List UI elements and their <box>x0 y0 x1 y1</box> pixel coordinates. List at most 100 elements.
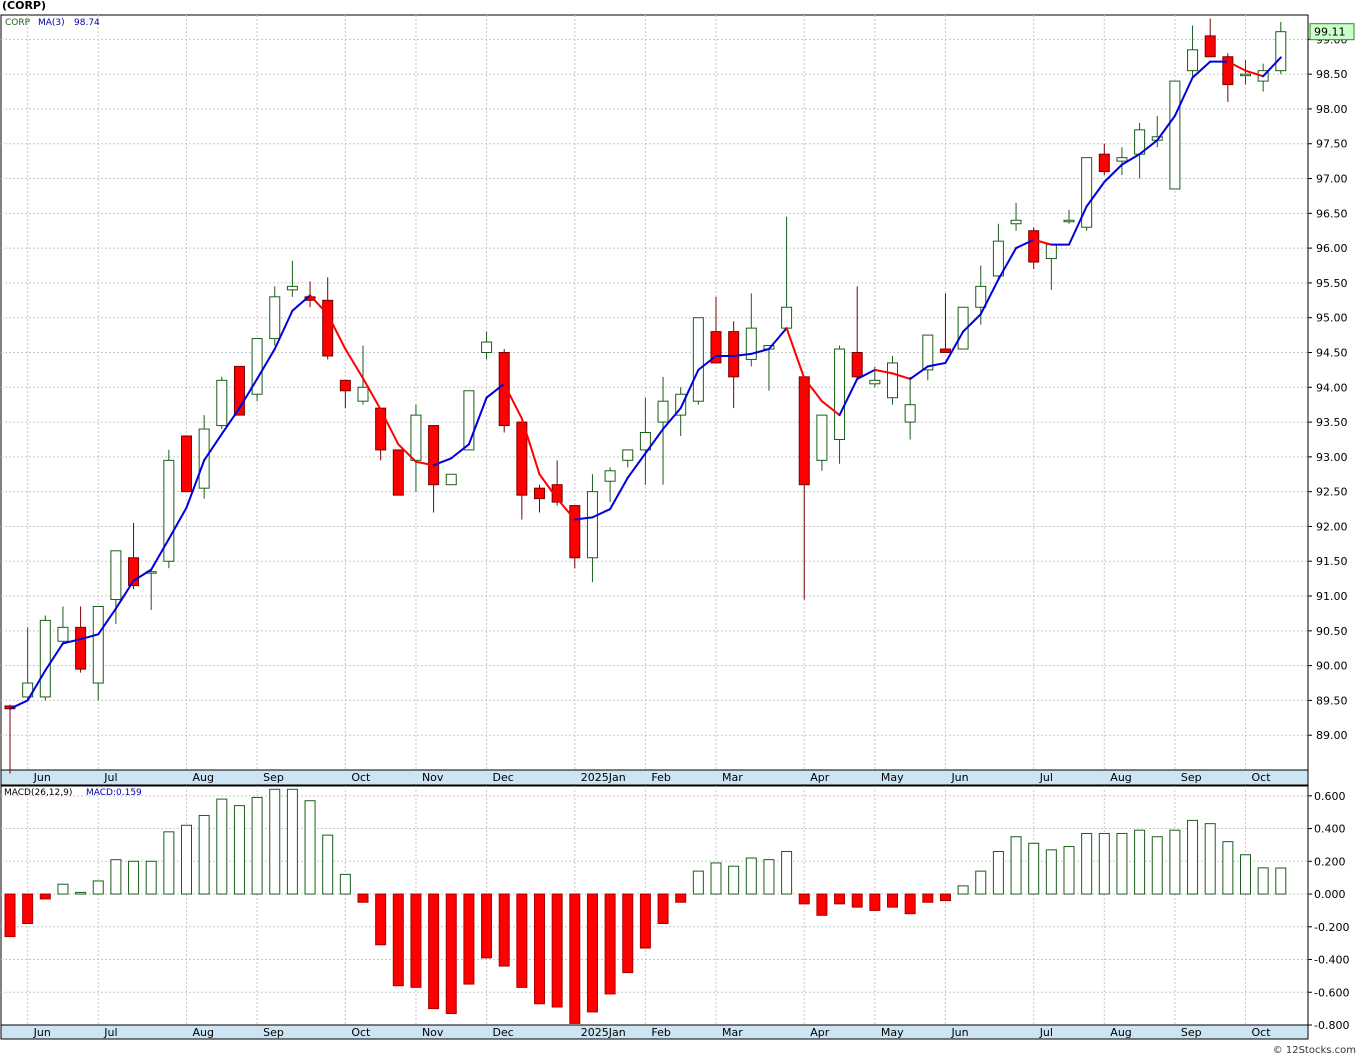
macd-tick-label: 0.000 <box>1314 888 1346 901</box>
macd-bar <box>75 891 87 895</box>
ma3-segment <box>785 327 806 380</box>
ma3-segment <box>856 368 876 380</box>
legend-ma-label: MA(3) <box>38 18 65 28</box>
macd-bar <box>657 893 669 925</box>
candle-body <box>816 414 828 461</box>
candle-body <box>904 404 916 423</box>
macd-bar <box>816 893 828 916</box>
price-tick-label: 92.50 <box>1316 486 1348 499</box>
candle-body <box>269 296 281 340</box>
candle-body <box>1116 157 1128 162</box>
candle-body <box>233 365 245 416</box>
ma3-segment <box>1173 76 1194 117</box>
ma3-segment <box>820 400 841 417</box>
macd-date-label: Mar <box>722 1026 743 1039</box>
date-label: Oct <box>351 771 371 784</box>
date-label: Feb <box>651 771 670 784</box>
macd-tick-label: -0.800 <box>1314 1019 1349 1032</box>
macd-bar <box>481 893 493 959</box>
date-label: Jun <box>950 771 968 784</box>
candle-body <box>1098 153 1110 173</box>
price-tick-label: 96.50 <box>1316 207 1348 220</box>
macd-bar <box>1134 829 1146 895</box>
candle-body <box>798 376 810 486</box>
macd-bar <box>639 893 651 949</box>
macd-bar <box>586 893 598 1013</box>
macd-bar <box>798 893 810 905</box>
ma3-segment <box>150 537 170 571</box>
ma3-segment <box>1120 153 1141 166</box>
ma3-segment <box>220 407 241 435</box>
macd-date-label: Oct <box>1252 1026 1272 1039</box>
macd-bar <box>392 893 404 987</box>
macd-bar <box>322 834 334 895</box>
ma3-segment <box>803 377 823 403</box>
macd-bar <box>922 893 934 903</box>
ma3-segment <box>944 330 965 364</box>
macd-bar <box>1240 854 1251 895</box>
macd-bar <box>939 893 951 902</box>
macd-tick-label: 0.200 <box>1314 855 1346 868</box>
ma3-segment <box>732 352 753 357</box>
macd-bar <box>1151 836 1163 895</box>
ma3-segment <box>1262 56 1282 78</box>
ma3-segment <box>873 368 894 375</box>
candle-body <box>745 327 757 360</box>
candle-body <box>992 240 1004 277</box>
price-tick-label: 89.00 <box>1316 729 1348 742</box>
ma3-segment <box>979 278 1000 316</box>
macd-bar <box>904 893 916 915</box>
macd-bar <box>851 893 863 908</box>
ma3-segment <box>344 348 364 380</box>
macd-date-label: Jul <box>1039 1026 1053 1039</box>
ma3-segment <box>1226 60 1247 72</box>
date-label: Jun <box>33 771 51 784</box>
date-label: Sep <box>1181 771 1202 784</box>
price-tick-label: 98.50 <box>1316 68 1348 81</box>
macd-bar <box>992 850 1004 895</box>
ma3-segment <box>1138 139 1159 156</box>
ma3-segment <box>609 476 629 511</box>
price-tick-label: 89.50 <box>1316 694 1348 707</box>
price-tick-label: 94.00 <box>1316 381 1348 394</box>
candle-body <box>39 619 51 698</box>
macd-date-label: Oct <box>351 1026 371 1039</box>
date-label: May <box>881 771 904 784</box>
candle-body <box>781 306 793 329</box>
candle-body <box>216 379 228 427</box>
ma3-segment <box>1244 69 1265 78</box>
candle-body <box>869 379 881 385</box>
candle-body <box>92 605 104 684</box>
date-label: Dec <box>493 771 514 784</box>
macd-bar <box>1204 823 1216 895</box>
macd-bar <box>339 873 351 895</box>
ma3-segment <box>1103 163 1123 184</box>
candle-body <box>286 285 298 291</box>
ma3-segment <box>467 396 488 446</box>
candle-body <box>392 449 404 496</box>
macd-bar <box>375 893 387 946</box>
macd-bar <box>551 893 563 1008</box>
candle-body <box>1045 244 1057 260</box>
macd-bar <box>1275 867 1287 895</box>
price-tick-label: 95.50 <box>1316 277 1348 290</box>
macd-bar <box>445 893 457 1015</box>
candle-body <box>675 393 687 416</box>
ma3-segment <box>450 443 470 460</box>
macd-date-label: Jun <box>33 1026 51 1039</box>
candle-body <box>639 432 651 451</box>
candle-body <box>410 414 422 461</box>
ma3-segment <box>538 473 559 500</box>
ma3-segment <box>503 382 523 420</box>
macd-bar <box>710 862 722 895</box>
date-label: Jul <box>103 771 117 784</box>
ma3-segment <box>132 568 153 582</box>
price-tick-label: 90.50 <box>1316 625 1348 638</box>
macd-date-label: 2025Jan <box>581 1026 626 1039</box>
candle-body <box>851 351 863 378</box>
candle-body <box>1063 219 1075 223</box>
price-tick-label: 93.00 <box>1316 451 1348 464</box>
ma3-segment <box>644 428 665 455</box>
